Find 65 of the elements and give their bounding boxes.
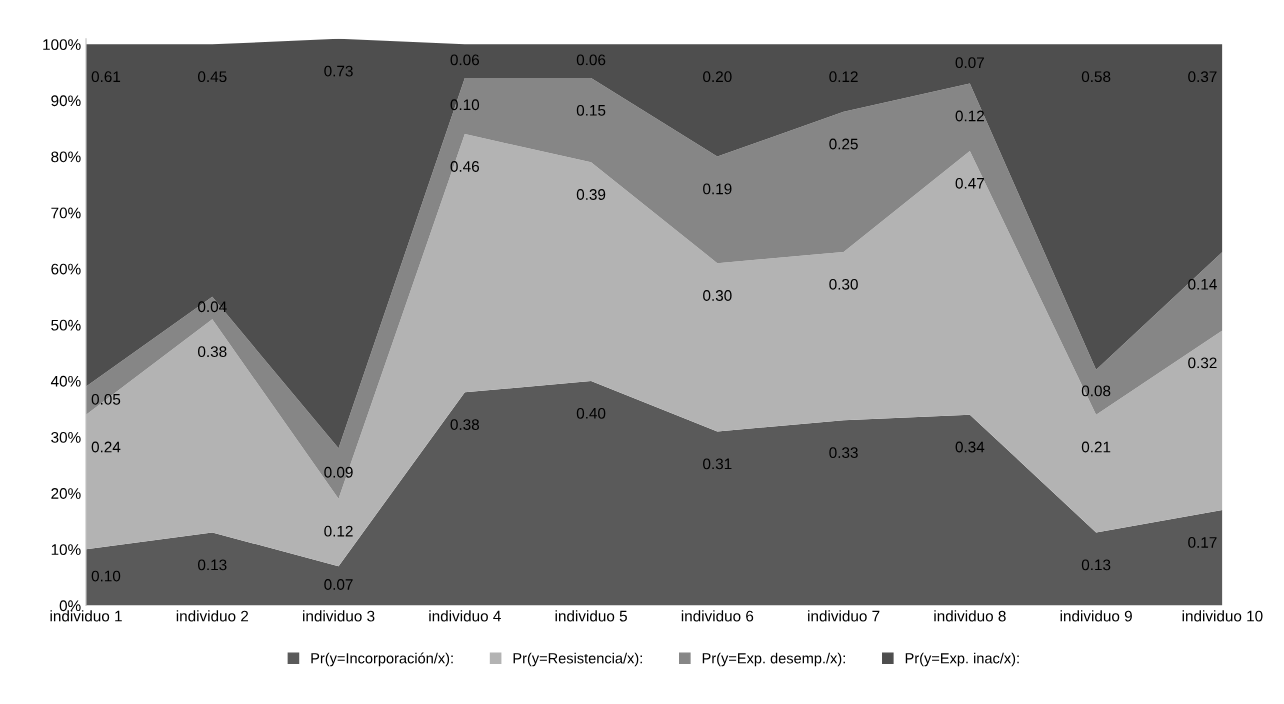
data-label: 0.19	[703, 183, 732, 195]
data-label: 0.09	[324, 466, 353, 478]
data-label: 0.14	[1188, 278, 1217, 290]
data-label: 0.08	[1081, 385, 1111, 397]
data-label: 0.38	[198, 346, 227, 358]
x-tick-label: individuo 9	[1060, 610, 1132, 622]
data-label: 0.06	[576, 54, 606, 66]
y-tick-label: 100%	[43, 39, 81, 51]
x-tick-label: individuo 8	[934, 610, 1006, 622]
x-tick-label: individuo 1	[50, 610, 122, 622]
y-tick-label: 60%	[51, 263, 81, 275]
y-tick-label: 30%	[51, 431, 81, 443]
data-label: 0.15	[576, 104, 606, 116]
y-tick-label: 50%	[51, 319, 81, 331]
data-label: 0.32	[1188, 357, 1217, 369]
data-label: 0.06	[450, 54, 480, 66]
legend-label: Pr(y=Exp. inac/x):	[905, 652, 1019, 667]
data-label: 0.21	[1081, 441, 1111, 453]
legend-label: Pr(y=Incorporación/x):	[311, 652, 453, 667]
x-tick-label: individuo 3	[303, 610, 375, 622]
data-label: 0.38	[450, 419, 480, 430]
data-label: 0.61	[91, 71, 121, 83]
y-tick-label: 40%	[50, 375, 81, 387]
data-label: 0.30	[829, 278, 858, 290]
data-label: 0.40	[576, 407, 606, 419]
data-label: 0.46	[450, 161, 480, 172]
data-label: 0.31	[703, 458, 732, 470]
data-label: 0.10	[450, 99, 480, 111]
data-label: 0.12	[829, 71, 858, 83]
y-tick-label: 20%	[51, 488, 81, 499]
y-tick-label: 70%	[51, 207, 81, 219]
legend-label: Pr(y=Exp. desemp./x):	[702, 652, 845, 667]
y-tick-label: 0%	[59, 600, 81, 612]
data-label: 0.24	[91, 441, 121, 453]
data-label: 0.10	[91, 570, 121, 582]
data-label: 0.58	[1081, 71, 1111, 83]
data-label: 0.17	[1188, 537, 1217, 548]
data-label: 0.04	[198, 301, 227, 313]
x-tick-label: individuo 7	[808, 610, 880, 622]
y-tick-label: 90%	[51, 95, 81, 107]
data-label: 0.34	[955, 441, 985, 453]
x-tick-label: individuo 10	[1182, 610, 1263, 622]
data-label: 0.30	[703, 290, 732, 301]
data-label: 0.12	[324, 525, 353, 537]
data-label: 0.07	[955, 57, 984, 69]
data-label: 0.73	[324, 65, 353, 77]
data-label: 0.20	[703, 71, 732, 83]
x-tick-label: individuo 5	[555, 610, 627, 622]
y-tick-label: 10%	[51, 544, 81, 556]
data-label: 0.45	[198, 71, 227, 83]
x-tick-label: individuo 6	[681, 610, 754, 622]
data-label: 0.13	[1081, 559, 1111, 571]
data-label: 0.39	[576, 189, 606, 200]
x-tick-label: individuo 4	[429, 610, 501, 622]
data-label: 0.47	[955, 177, 984, 189]
data-label: 0.05	[91, 393, 121, 405]
x-tick-label: individuo 2	[176, 610, 249, 622]
data-label: 0.07	[324, 579, 353, 590]
legend-label: Pr(y=Resistencia/x):	[513, 652, 642, 667]
data-label: 0.12	[955, 110, 984, 122]
data-label: 0.33	[829, 447, 858, 459]
data-label: 0.25	[829, 138, 858, 150]
y-tick-label: 80%	[51, 151, 81, 163]
data-label: 0.13	[198, 559, 227, 571]
data-label: 0.37	[1188, 71, 1217, 83]
